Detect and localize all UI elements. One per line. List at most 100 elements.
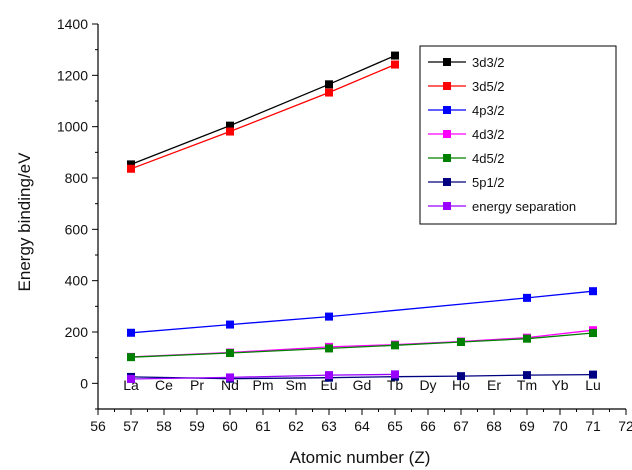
data-point <box>325 88 333 97</box>
legend-label: 5p1/2 <box>472 175 505 190</box>
data-point <box>127 374 135 383</box>
data-point <box>589 370 597 379</box>
x-tick-label: 71 <box>585 418 601 434</box>
legend-marker <box>443 178 451 186</box>
legend-marker <box>443 106 451 114</box>
legend-item: 4d5/2 <box>428 151 505 166</box>
series <box>127 326 597 361</box>
data-point <box>325 80 333 89</box>
x-tick-label: 70 <box>552 418 568 434</box>
y-tick-label: 0 <box>80 375 88 391</box>
legend: 3d3/2 3d5/2 4p3/2 4d3/2 4d5/2 5p1/2 energy sep… <box>419 45 617 225</box>
data-point <box>391 341 399 350</box>
series <box>127 51 399 169</box>
data-point <box>226 320 234 329</box>
x-tick-label: 63 <box>321 418 337 434</box>
data-point <box>391 370 399 379</box>
legend-marker <box>443 202 451 210</box>
data-point <box>457 338 465 347</box>
data-point <box>325 371 333 380</box>
x-tick-label: 60 <box>222 418 238 434</box>
x-tick-label: 62 <box>288 418 304 434</box>
element-label: Nd <box>221 377 239 393</box>
x-tick-label: 57 <box>123 418 139 434</box>
x-axis-title: Atomic number (Z) <box>290 448 431 467</box>
series-line <box>130 55 396 166</box>
data-point <box>523 334 531 343</box>
data-point <box>457 372 465 381</box>
data-point <box>589 329 597 338</box>
y-tick-label: 1000 <box>57 119 88 135</box>
element-label: Lu <box>585 377 601 393</box>
series <box>127 287 597 337</box>
x-tick-label: 66 <box>420 418 436 434</box>
x-tick-label: 72 <box>618 418 632 434</box>
element-label: Pm <box>253 377 274 393</box>
legend-label: energy separation <box>472 199 576 214</box>
legend-label: 4d3/2 <box>472 127 505 142</box>
element-label: Ce <box>155 377 173 393</box>
series-line <box>130 64 396 170</box>
data-point <box>523 293 531 302</box>
legend-label: 4p3/2 <box>472 103 505 118</box>
x-tick-label: 65 <box>387 418 403 434</box>
element-label: Eu <box>320 377 337 393</box>
y-tick-label: 1400 <box>57 16 88 32</box>
legend-marker <box>443 154 451 162</box>
legend-item: 3d5/2 <box>428 79 505 94</box>
x-tick-label: 59 <box>189 418 205 434</box>
x-tick-label: 68 <box>486 418 502 434</box>
element-label: Sm <box>286 377 307 393</box>
x-tick-label: 56 <box>90 418 106 434</box>
legend-label: 3d3/2 <box>472 55 505 70</box>
element-label: Gd <box>353 377 372 393</box>
axes: 0 200 400 600 800 1000 1200 1400 56 57 58 59 60 61 62 6… <box>57 16 632 434</box>
series <box>127 329 597 362</box>
data-point <box>523 371 531 380</box>
legend-item: 5p1/2 <box>428 175 505 190</box>
y-tick-label: 400 <box>65 273 89 289</box>
legend-marker <box>443 130 451 138</box>
data-point <box>127 164 135 173</box>
element-label: Pr <box>190 377 204 393</box>
element-label: Dy <box>419 377 436 393</box>
element-label: Ho <box>452 377 470 393</box>
x-tick-label: 61 <box>255 418 271 434</box>
data-point <box>127 160 135 169</box>
data-point <box>127 353 135 362</box>
element-labels: La Ce Pr Nd Pm Sm Eu Gd Tb Dy Ho Er Tm Yb Lu <box>123 377 601 393</box>
series <box>127 370 399 383</box>
data-point <box>226 373 234 382</box>
y-tick-label: 1200 <box>57 67 88 83</box>
x-tick-label: 69 <box>519 418 535 434</box>
data-point <box>391 51 399 60</box>
element-label: Tm <box>517 377 537 393</box>
y-tick-label: 800 <box>65 170 89 186</box>
y-tick-label: 600 <box>65 221 89 237</box>
data-point <box>127 328 135 337</box>
data-point <box>226 121 234 130</box>
data-point <box>589 287 597 296</box>
legend-item: 4d3/2 <box>428 127 505 142</box>
y-tick-label: 200 <box>65 324 89 340</box>
legend-box <box>419 45 617 225</box>
series <box>127 60 399 173</box>
x-tick-label: 58 <box>156 418 172 434</box>
data-point <box>226 349 234 358</box>
element-label: Yb <box>551 377 568 393</box>
legend-item: 3d3/2 <box>428 55 505 70</box>
x-tick-label: 67 <box>453 418 469 434</box>
legend-label: 4d5/2 <box>472 151 505 166</box>
series-layer <box>127 51 597 383</box>
element-label: Er <box>487 377 501 393</box>
legend-marker <box>443 58 451 66</box>
legend-marker <box>443 82 451 90</box>
element-label: Tb <box>387 377 404 393</box>
data-point <box>325 344 333 353</box>
legend-item: energy separation <box>428 199 576 214</box>
legend-item: 4p3/2 <box>428 103 505 118</box>
y-axis-title: Energy binding/eV <box>15 152 34 292</box>
series-line <box>130 373 396 380</box>
x-tick-label: 64 <box>354 418 370 434</box>
